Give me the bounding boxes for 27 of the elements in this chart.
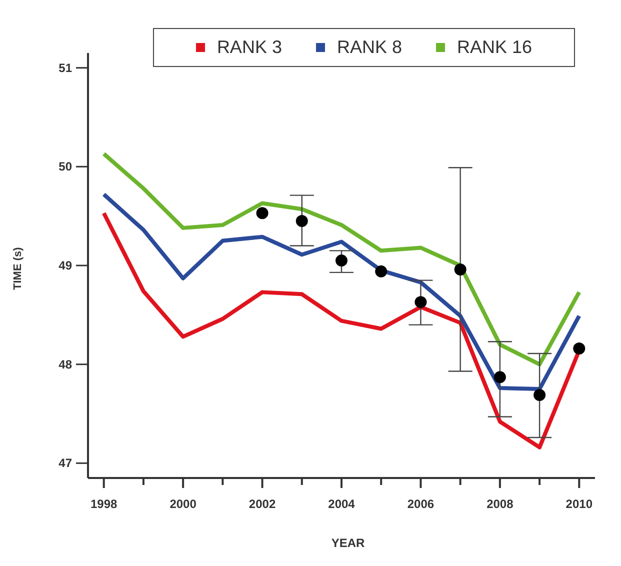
x-tick-label: 2000 — [170, 497, 197, 511]
x-tick-label: 2002 — [248, 497, 276, 511]
x-tick-label: 2006 — [407, 497, 434, 511]
y-axis-title: TIME (s) — [12, 247, 24, 290]
y-tick-label: 48 — [58, 357, 72, 372]
legend-label: RANK 3 — [216, 37, 282, 58]
y-tick-label: 49 — [58, 258, 72, 272]
point — [573, 342, 586, 355]
x-tick-label: 2004 — [328, 497, 356, 511]
x-tick-label: 1998 — [90, 497, 118, 511]
y-tick-label: 51 — [58, 60, 72, 75]
point — [296, 215, 308, 228]
point — [454, 263, 466, 276]
x-axis-title: YEAR — [330, 536, 366, 550]
x-tick-label: 2008 — [486, 497, 514, 511]
legend-label: RANK 16 — [456, 37, 532, 58]
point — [375, 265, 388, 278]
x-tick-label: 2010 — [566, 497, 593, 511]
point — [336, 254, 348, 267]
point — [534, 388, 546, 401]
y-tick-label: 50 — [58, 160, 72, 174]
point — [256, 207, 268, 220]
y-tick-label: 47 — [58, 456, 72, 470]
point — [414, 296, 427, 308]
legend-label: RANK 8 — [336, 37, 402, 58]
point — [494, 371, 506, 384]
line-series — [102, 152, 582, 366]
